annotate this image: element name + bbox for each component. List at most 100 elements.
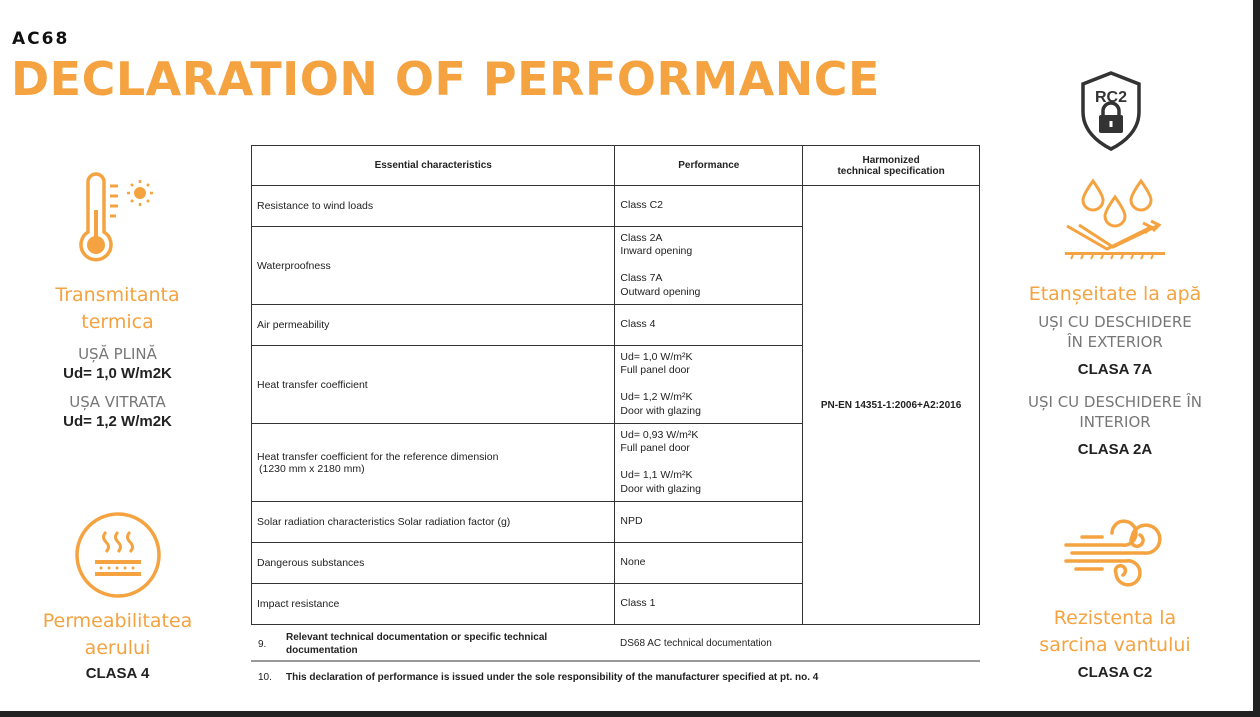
characteristic: Solar radiation characteristics Solar ra… [257,516,511,528]
performance-line: Class 2A [620,231,663,244]
performance-line: Class 7A [620,272,663,285]
performance-cell: Class 4 [614,304,804,346]
header-line: technical specification [837,165,945,177]
frame-edge [0,711,1260,717]
table-row: Dangerous substances None [250,542,980,584]
wind-section: Rezistenta la sarcina vantului CLASA C2 [995,515,1235,683]
performance-line: Ud= 1,2 W/m²K [620,391,693,404]
rc2-badge: RC2 [1078,70,1144,156]
characteristic: Heat transfer coefficient for the refere… [257,450,499,463]
performance-line: Class C2 [620,199,664,212]
water-value: CLASA 7A [1077,361,1153,378]
performance-line: Inward opening [620,245,693,258]
specification-cell: PN-EN 14351-1:2006+A2:2016 [802,185,980,625]
table-row: Resistance to wind loads Class C2 PN-EN 14… [250,185,980,625]
water-value: CLASA 2A [1077,441,1153,458]
performance-line: NPD [620,515,643,528]
wind-value: CLASA C2 [1077,664,1153,681]
product-code: AC68 [12,29,70,49]
opening-type: UȘI CU DESCHIDERE ÎN EXTERIOR [995,312,1235,352]
air-title: Permeabilitatea aerului [0,608,235,662]
performance-cell: Class 2A Inward opening Class 7A Outward op… [614,226,804,305]
performance-cell: Ud= 0,93 W/m²K Full panel door Ud= 1,1 W/m… [614,423,804,502]
title-line: aerului [84,637,151,659]
performance-line: Door with glazing [620,482,701,495]
heat-waves-icon [74,512,161,598]
performance-line: Ud= 1,0 W/m²K [620,350,693,363]
performance-cell: Ud= 1,0 W/m²K Full panel door Ud= 1,2 W/m²… [614,345,804,424]
characteristic-cell: Solar radiation characteristics Solar ra… [250,501,616,543]
performance-line: None [620,556,646,569]
characteristic-cell: Waterproofness [250,226,616,305]
item-label: Relevant technical documentation or spec… [286,631,547,657]
table-row: Air permeability Class 4 [250,304,980,346]
performance-line: Outward opening [620,285,701,298]
item-number: 10. [258,672,272,683]
title-line: termica [81,311,154,333]
performance-cell: Class 1 [614,583,804,625]
label-line: Relevant technical documentation or spec… [286,632,548,643]
water-drops-icon [1065,178,1165,260]
title-line: Transmitanta [55,284,180,306]
performance-line: Class 4 [620,318,656,331]
frame-edge [1253,0,1260,717]
thermal-section: Transmitanta termica UȘĂ PLINĂ Ud= 1,0 W/… [0,172,235,432]
footer-item-9: 9. Relevant technical documentation or s… [251,630,980,662]
characteristic: Impact resistance [257,598,340,610]
characteristic: Heat transfer coefficient [257,378,368,391]
opening-type: UȘI CU DESCHIDERE ÎN INTERIOR [995,392,1235,432]
sub-line: UȘI CU DESCHIDERE ÎN [1028,393,1202,411]
performance-cell: NPD [614,501,804,543]
item-value: DS68 AC technical documentation [620,638,772,649]
title-line: Rezistenta la [1053,607,1177,629]
sub-line: UȘI CU DESCHIDERE [1038,313,1192,331]
performance-cell: None [614,542,804,584]
characteristic-cell: Dangerous substances [250,542,616,584]
page-title: DECLARATION OF PERFORMANCE [11,52,880,106]
air-value: CLASA 4 [85,665,150,682]
thermal-value: Ud= 1,2 W/m2K [63,413,172,430]
performance-line: Ud= 0,93 W/m²K [620,428,699,441]
door-type: UȘA VITRATA [69,393,166,411]
characteristic-cell: Resistance to wind loads [250,185,616,227]
thermal-title: Transmitanta termica [0,282,235,336]
characteristic: Resistance to wind loads [257,200,374,212]
door-type: UȘĂ PLINĂ [78,345,157,363]
label-line: documentation [286,645,358,656]
performance-cell: Class C2 [614,185,804,227]
performance-line: Full panel door [620,442,690,455]
item-label: This declaration of performance is issue… [286,672,819,683]
characteristic-cell: Air permeability [250,304,616,346]
thermometer-sun-icon [78,172,153,262]
air-section: Permeabilitatea aerului CLASA 4 [0,510,235,684]
thermal-value: Ud= 1,0 W/m2K [63,365,172,382]
performance-line: Class 1 [620,597,656,610]
water-section: Etanșeitate la apă UȘI CU DESCHIDERE ÎN E… [995,175,1235,460]
characteristic-cell: Heat transfer coefficient for the refere… [250,423,616,502]
header-specification: Harmonized technical specification [802,145,980,186]
performance-table: Essential characteristics Performance Ha… [250,145,980,625]
title-line: sarcina vantului [1039,634,1191,656]
characteristic: Waterproofness [257,259,331,272]
characteristic-note: (1230 mm x 2180 mm) [259,462,365,475]
characteristic: Dangerous substances [257,557,365,569]
header-line: Harmonized [862,154,920,166]
wind-title: Rezistenta la sarcina vantului [995,605,1235,659]
characteristic: Air permeability [257,319,330,331]
header-performance: Performance [614,145,804,186]
characteristic-cell: Impact resistance [250,583,616,625]
sub-line: INTERIOR [1079,413,1151,431]
rc2-shield-lock-icon: RC2 [1081,71,1141,151]
title-line: Permeabilitatea [42,610,193,632]
item-number: 9. [258,639,267,650]
performance-line: Full panel door [620,364,690,377]
water-title: Etanșeitate la apă [1028,283,1202,305]
characteristic-cell: Heat transfer coefficient [250,345,616,424]
table-header: Essential characteristics Performance Ha… [250,145,980,186]
table-row: Impact resistance Class 1 [250,583,980,625]
sub-line: ÎN EXTERIOR [1067,333,1163,351]
rc2-label: RC2 [1095,89,1127,106]
performance-line: Door with glazing [620,404,701,417]
header-characteristics: Essential characteristics [250,145,616,186]
table-row: Heat transfer coefficient for the refere… [250,423,980,502]
